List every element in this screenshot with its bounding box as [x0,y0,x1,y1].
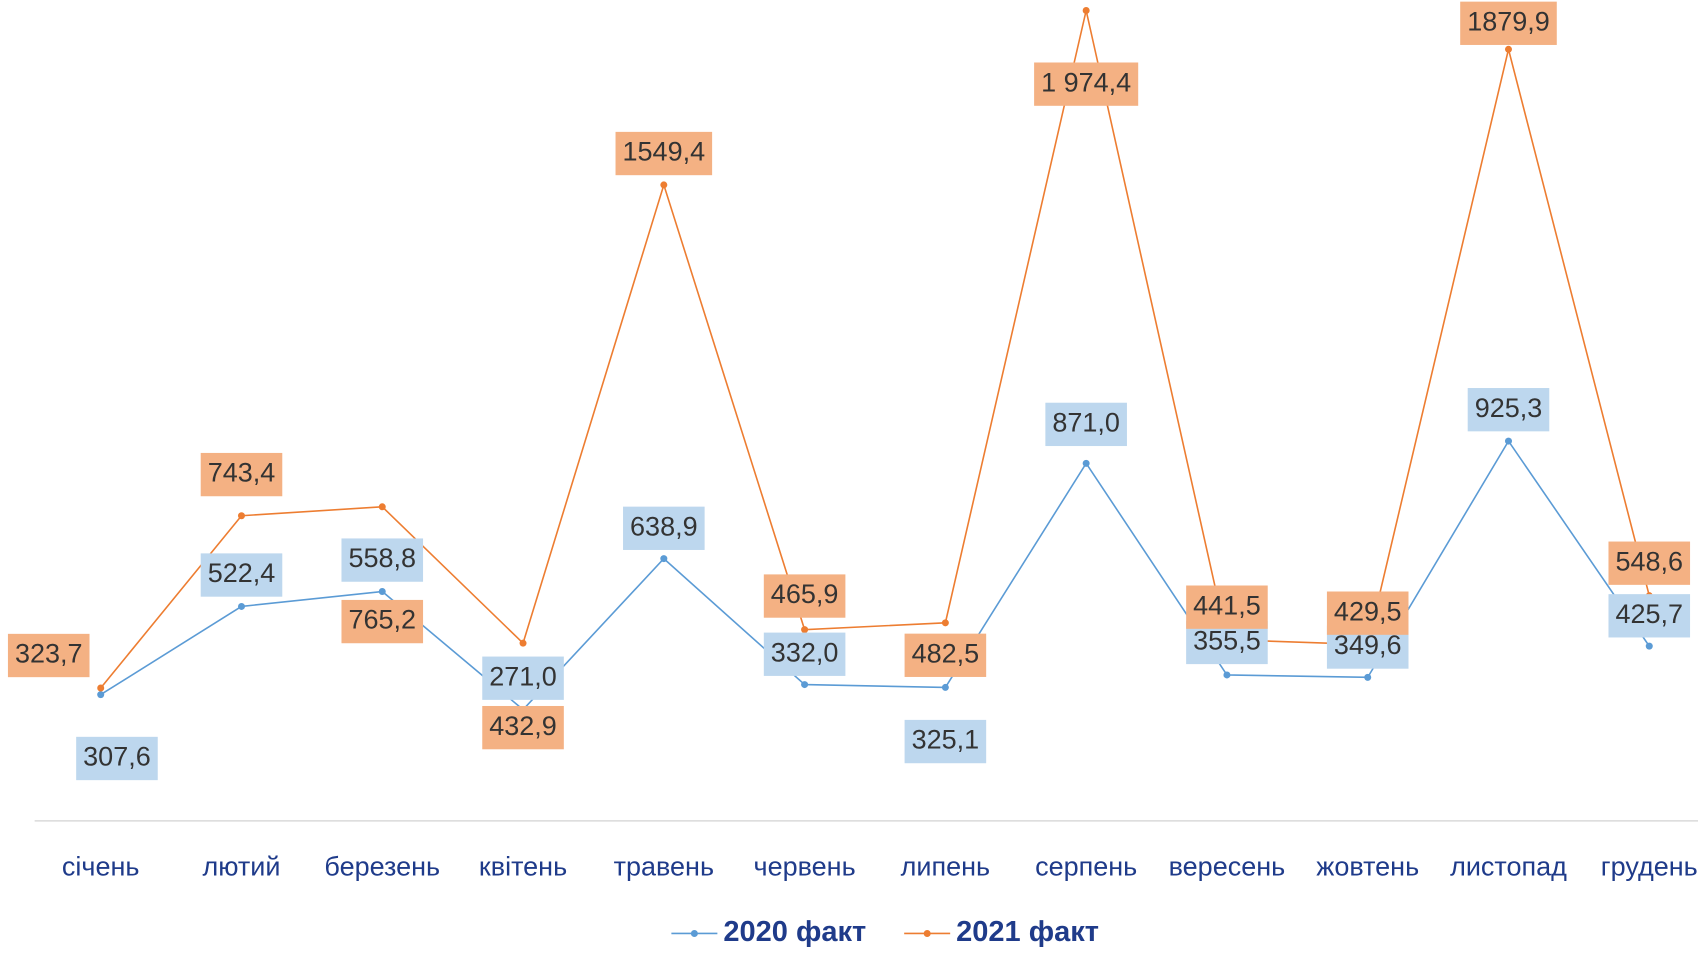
data-label-text: 558,8 [348,543,416,573]
x-tick-label: жовтень [1316,852,1419,882]
data-point [660,555,667,562]
x-tick-label: травень [614,852,714,882]
data-label: 465,9 [764,574,846,617]
data-point [1646,643,1653,650]
data-label-text: 429,5 [1334,596,1402,626]
chart: січень лютий березень квітень травень червень… [0,0,1698,953]
data-label: 765,2 [341,600,423,643]
data-label: 271,0 [482,657,564,700]
data-label-text: 307,6 [83,742,151,772]
data-point [238,603,245,610]
series-line [101,11,1650,688]
data-label-text: 425,7 [1615,599,1683,629]
data-label: 558,8 [341,538,423,581]
legend-marker [924,930,931,937]
data-label: 871,0 [1045,403,1127,446]
data-label-text: 323,7 [15,639,83,669]
data-point [520,640,527,647]
data-label-text: 1549,4 [623,137,706,167]
x-tick-label: грудень [1601,852,1698,882]
legend-label: 2021 факт [956,916,1099,948]
data-label: 1 974,4 [1034,62,1138,105]
data-label-text: 1879,9 [1467,6,1550,36]
data-point [1083,7,1090,14]
data-label-text: 271,0 [489,661,557,691]
data-point [660,181,667,188]
data-label: 743,4 [201,453,283,496]
data-label: 307,6 [76,737,158,780]
data-point [1505,438,1512,445]
data-label: 332,0 [764,633,846,676]
data-point [97,691,104,698]
series-line [101,441,1650,710]
data-point [942,619,949,626]
data-label: 323,7 [8,634,90,677]
x-tick-label: червень [754,852,856,882]
data-label: 429,5 [1327,592,1409,635]
data-label-text: 871,0 [1052,408,1120,438]
data-point [379,588,386,595]
data-label-text: 332,0 [771,637,839,667]
data-label-text: 522,4 [208,558,276,588]
data-label: 1879,9 [1460,2,1557,45]
x-tick-label: квітень [479,852,567,882]
data-label-text: 925,3 [1475,393,1543,423]
data-label-text: 743,4 [208,458,276,488]
data-label-text: 432,9 [489,711,557,741]
x-tick-label: березень [324,852,440,882]
data-label-text: 325,1 [912,725,980,755]
data-label: 548,6 [1608,542,1690,585]
x-tick-label: січень [62,852,140,882]
x-tick-label: липень [901,852,990,882]
data-label: 638,9 [623,507,705,550]
legend-marker [691,930,698,937]
legend-label: 2020 факт [723,916,866,948]
data-label: 482,5 [905,634,987,677]
data-point [1505,46,1512,53]
data-point [1364,674,1371,681]
data-point [1223,671,1230,678]
data-label: 432,9 [482,706,564,749]
data-point [801,626,808,633]
data-label: 925,3 [1468,388,1550,431]
data-label-text: 355,5 [1193,626,1261,656]
data-point [97,684,104,691]
data-label-text: 441,5 [1193,590,1261,620]
data-point [238,512,245,519]
x-tick-label: листопад [1450,852,1567,882]
data-label-text: 482,5 [912,638,980,668]
data-label-text: 1 974,4 [1041,67,1131,97]
data-point [942,684,949,691]
data-label-text: 465,9 [771,579,839,609]
data-point [379,503,386,510]
x-tick-label: лютий [203,852,281,882]
data-label-text: 765,2 [348,605,416,635]
x-tick-label: вересень [1169,852,1286,882]
data-point [801,681,808,688]
data-label: 1549,4 [616,132,713,175]
data-point [1083,460,1090,467]
data-label-text: 638,9 [630,511,698,541]
data-label: 425,7 [1608,594,1690,637]
x-tick-label: серпень [1035,852,1137,882]
data-label: 325,1 [905,720,987,763]
data-label: 522,4 [201,553,283,596]
data-label: 441,5 [1186,585,1268,628]
data-label-text: 548,6 [1615,546,1683,576]
